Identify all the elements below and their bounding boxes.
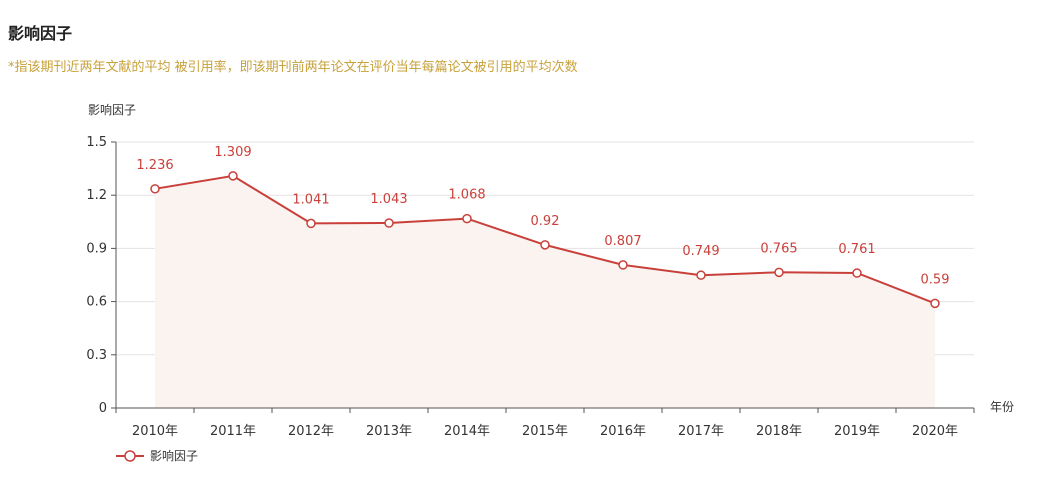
area-fill	[155, 175, 935, 408]
data-point	[618, 260, 628, 270]
y-tick-label: 0.9	[86, 241, 107, 256]
data-points	[150, 171, 940, 309]
data-point	[306, 218, 316, 229]
data-label: 1.041	[292, 192, 329, 207]
y-tick-label: 1.5	[86, 135, 107, 150]
data-label: 0.92	[531, 214, 560, 229]
legend-marker-icon	[124, 450, 136, 462]
data-label: 0.749	[682, 244, 719, 259]
data-label: 1.309	[214, 145, 251, 160]
axes	[115, 142, 974, 409]
x-axis-label: 年份	[990, 400, 1014, 414]
data-label: 1.043	[370, 192, 407, 207]
y-tick-label: 0.6	[86, 295, 107, 310]
chart-title: 影响因子	[8, 24, 73, 43]
x-tick-label: 2016年	[600, 424, 646, 439]
legend[interactable]: 影响因子	[116, 448, 198, 463]
data-labels: 1.236 1.309 1.041 1.043 1.068 0.92 0.807 0.749 0…	[136, 145, 949, 288]
data-label: 0.807	[604, 234, 641, 249]
data-point	[696, 270, 706, 280]
y-tick-label: 0	[99, 401, 107, 416]
x-tick-label: 2011年	[210, 424, 256, 439]
y-axis-label: 影响因子	[88, 102, 136, 117]
data-point	[150, 184, 160, 194]
x-tick-label: 2014年	[444, 424, 490, 439]
data-point	[462, 213, 472, 224]
x-tick-label: 2017年	[678, 424, 724, 439]
data-point	[540, 240, 550, 250]
x-tick-label: 2018年	[756, 424, 802, 439]
x-tick-labels: 2010年 2011年 2012年 2013年 2014年 2015年 2016年 2017年…	[115, 408, 975, 439]
legend-label: 影响因子	[150, 448, 198, 463]
x-tick-label: 2019年	[834, 424, 880, 439]
data-label: 1.236	[136, 158, 173, 173]
data-label: 0.59	[921, 272, 950, 287]
y-tick-label: 0.3	[86, 348, 107, 363]
x-tick-label: 2010年	[132, 424, 178, 439]
data-point	[774, 267, 784, 278]
chart-subtitle: *指该期刊近两年文献的平均 被引用率，即该期刊前两年论文在评价当年每篇论文被引用…	[8, 60, 578, 75]
data-point	[852, 268, 862, 278]
y-tick-label: 1.2	[86, 188, 107, 203]
data-point	[384, 218, 394, 228]
data-label: 0.761	[838, 242, 875, 257]
y-tick-labels: 0 0.3 0.6 0.9 1.2 1.5	[86, 135, 107, 416]
data-point	[930, 298, 940, 309]
data-label: 1.068	[448, 188, 485, 203]
x-tick-label: 2013年	[366, 424, 412, 439]
data-point	[228, 171, 238, 181]
data-label: 0.765	[760, 241, 797, 256]
x-tick-label: 2015年	[522, 424, 568, 439]
x-tick-label: 2012年	[288, 424, 334, 439]
x-tick-label: 2020年	[912, 424, 958, 439]
